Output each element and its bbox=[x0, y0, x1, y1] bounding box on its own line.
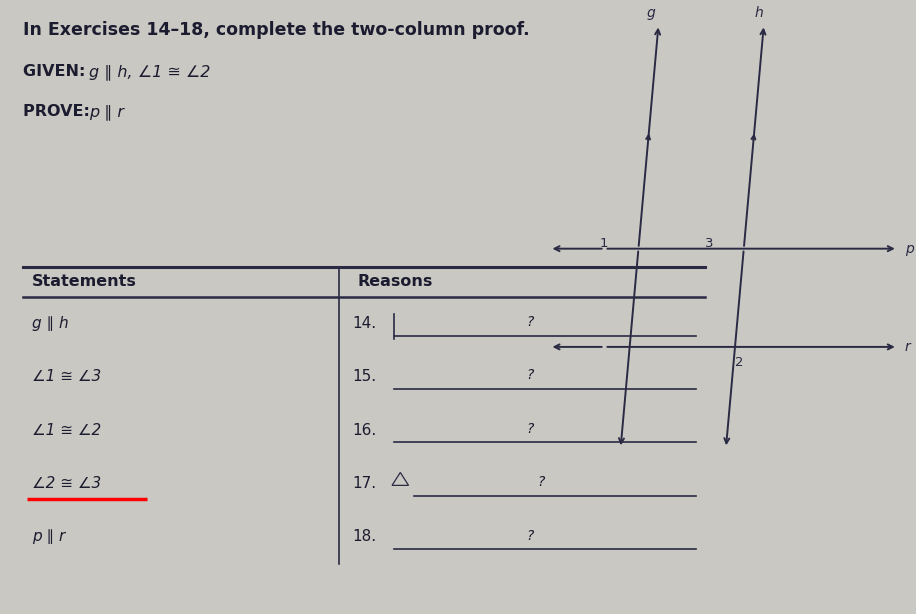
Text: 2: 2 bbox=[736, 356, 744, 369]
Text: ?: ? bbox=[526, 529, 534, 543]
Text: GIVEN:: GIVEN: bbox=[23, 64, 91, 79]
Text: g ∥ h, ∠1 ≅ ∠2: g ∥ h, ∠1 ≅ ∠2 bbox=[89, 64, 211, 80]
Text: g: g bbox=[647, 6, 656, 20]
Text: 18.: 18. bbox=[353, 529, 376, 545]
Text: Reasons: Reasons bbox=[357, 274, 432, 289]
Text: ∠2 ≅ ∠3: ∠2 ≅ ∠3 bbox=[32, 476, 102, 491]
Text: PROVE:: PROVE: bbox=[23, 104, 95, 119]
Text: ∠1 ≅ ∠2: ∠1 ≅ ∠2 bbox=[32, 422, 102, 438]
Text: ?: ? bbox=[526, 315, 534, 329]
Text: ?: ? bbox=[526, 368, 534, 383]
Text: 15.: 15. bbox=[353, 369, 376, 384]
Text: p ∥ r: p ∥ r bbox=[89, 104, 124, 120]
Text: 1: 1 bbox=[599, 237, 608, 251]
Text: ?: ? bbox=[538, 475, 545, 489]
Text: 16.: 16. bbox=[353, 422, 376, 438]
Text: 17.: 17. bbox=[353, 476, 376, 491]
Text: Statements: Statements bbox=[32, 274, 136, 289]
Text: g ∥ h: g ∥ h bbox=[32, 316, 69, 331]
Text: In Exercises 14–18, complete the two-column proof.: In Exercises 14–18, complete the two-col… bbox=[23, 21, 529, 39]
Text: p: p bbox=[905, 242, 914, 255]
Text: r: r bbox=[905, 340, 911, 354]
Text: 3: 3 bbox=[704, 237, 714, 251]
Text: p ∥ r: p ∥ r bbox=[32, 529, 65, 545]
Text: ∠1 ≅ ∠3: ∠1 ≅ ∠3 bbox=[32, 369, 102, 384]
Text: ?: ? bbox=[526, 422, 534, 436]
Text: h: h bbox=[755, 6, 764, 20]
Text: 14.: 14. bbox=[353, 316, 376, 331]
